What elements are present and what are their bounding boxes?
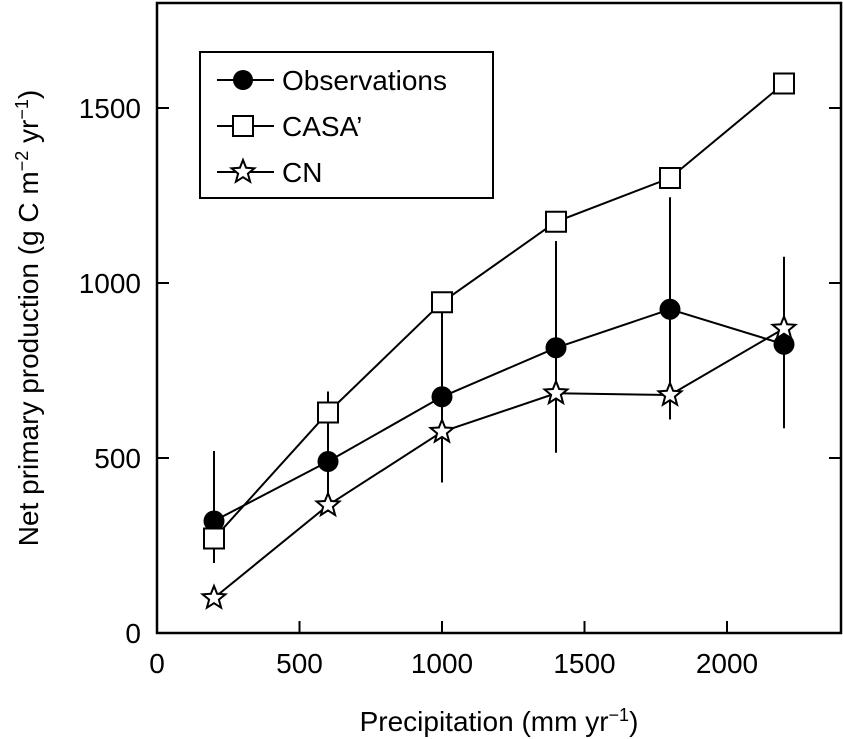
legend-marker-cn	[228, 157, 258, 184]
data-point-cn	[199, 583, 229, 610]
data-point-casa	[317, 401, 339, 424]
data-point-observations	[317, 451, 339, 472]
data-point-cn	[769, 313, 799, 341]
y-tick-label: 500	[94, 443, 141, 474]
data-point-observations	[431, 386, 453, 408]
series-line-observations	[213, 308, 785, 522]
data-point-casa	[431, 291, 453, 314]
data-point-cn	[428, 417, 456, 444]
axis-ticks: 0 500 1000 1500 2000 0 500 1000 1500	[79, 93, 841, 679]
series-markers	[199, 72, 799, 610]
legend-label-cn: CN	[282, 157, 322, 188]
data-point-observations	[659, 298, 681, 320]
x-tick-label: 1500	[553, 648, 615, 679]
x-tick-label: 1000	[411, 648, 473, 679]
y-tick-label: 1500	[79, 93, 141, 124]
data-point-cn	[655, 380, 685, 407]
error-bars	[213, 197, 785, 563]
legend-item-cn: CN	[217, 157, 322, 188]
data-point-casa	[545, 210, 567, 233]
x-tick-label: 0	[149, 648, 165, 679]
data-point-cn	[542, 378, 570, 406]
series-line-cn	[213, 327, 785, 599]
y-tick-label: 1000	[79, 268, 141, 299]
y-axis-label: Net primary production (g C m−2 yr−1)	[12, 90, 44, 547]
legend-marker-observations	[233, 70, 253, 90]
series-line-casa	[213, 82, 785, 540]
data-point-casa	[659, 167, 681, 189]
x-axis-label: Precipitation (mm yr−1)	[360, 705, 639, 737]
legend-label-casa: CASA’	[282, 111, 362, 142]
data-point-observations	[545, 337, 567, 359]
legend-label-observations: Observations	[282, 65, 447, 96]
data-point-observations	[203, 510, 225, 532]
x-tick-label: 2000	[696, 648, 758, 679]
legend-item-casa: CASA’	[217, 111, 362, 142]
plot-frame	[155, 1, 843, 635]
data-point-cn	[314, 490, 342, 518]
data-point-observations	[773, 333, 795, 355]
legend-item-observations: Observations	[217, 65, 447, 96]
y-tick-label: 0	[125, 618, 141, 649]
legend-marker-casa	[232, 115, 254, 137]
data-point-casa	[203, 527, 225, 550]
legend: Observations CASA’ CN	[199, 51, 494, 199]
x-tick-label: 500	[276, 648, 323, 679]
data-point-casa	[773, 72, 795, 95]
series-lines	[213, 82, 785, 599]
